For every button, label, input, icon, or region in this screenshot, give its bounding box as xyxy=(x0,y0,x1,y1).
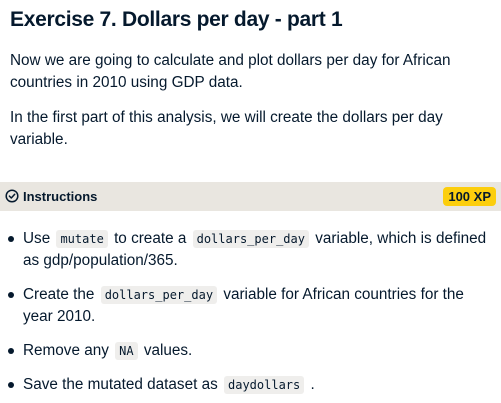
exercise-title: Exercise 7. Dollars per day - part 1 xyxy=(10,8,343,31)
code-snippet: dollars_per_day xyxy=(100,286,218,304)
instruction-text: . xyxy=(310,376,315,393)
xp-badge: 100 XP xyxy=(443,187,496,206)
bullet-dot xyxy=(8,382,14,388)
instruction-text: Remove any xyxy=(23,342,109,359)
instruction-text: to create a xyxy=(114,230,187,247)
code-snippet: mutate xyxy=(56,230,108,248)
instruction-text: variable for African countries for the y… xyxy=(23,286,464,325)
instructions-label: Instructions xyxy=(23,189,98,204)
instruction-text: Use xyxy=(23,230,51,247)
instruction-text: variable, which is defined as gdp/popula… xyxy=(23,230,487,269)
bullet-dot xyxy=(8,348,14,354)
description-paragraph: Now we are going to calculate and plot d… xyxy=(10,52,451,91)
bullet-dot xyxy=(8,292,14,298)
instruction-text: values. xyxy=(143,342,193,359)
code-snippet: NA xyxy=(115,342,138,360)
instruction-text: Save the mutated dataset as xyxy=(23,376,218,393)
description-paragraph: In the first part of this analysis, we w… xyxy=(10,109,443,148)
bullet-dot xyxy=(8,236,14,242)
instruction-text: Create the xyxy=(23,286,95,303)
code-snippet: daydollars xyxy=(224,376,305,394)
code-snippet: dollars_per_day xyxy=(192,230,309,248)
checkmark-circle-icon xyxy=(5,189,19,203)
instructions-header: Instructions 100 XP xyxy=(0,182,501,211)
